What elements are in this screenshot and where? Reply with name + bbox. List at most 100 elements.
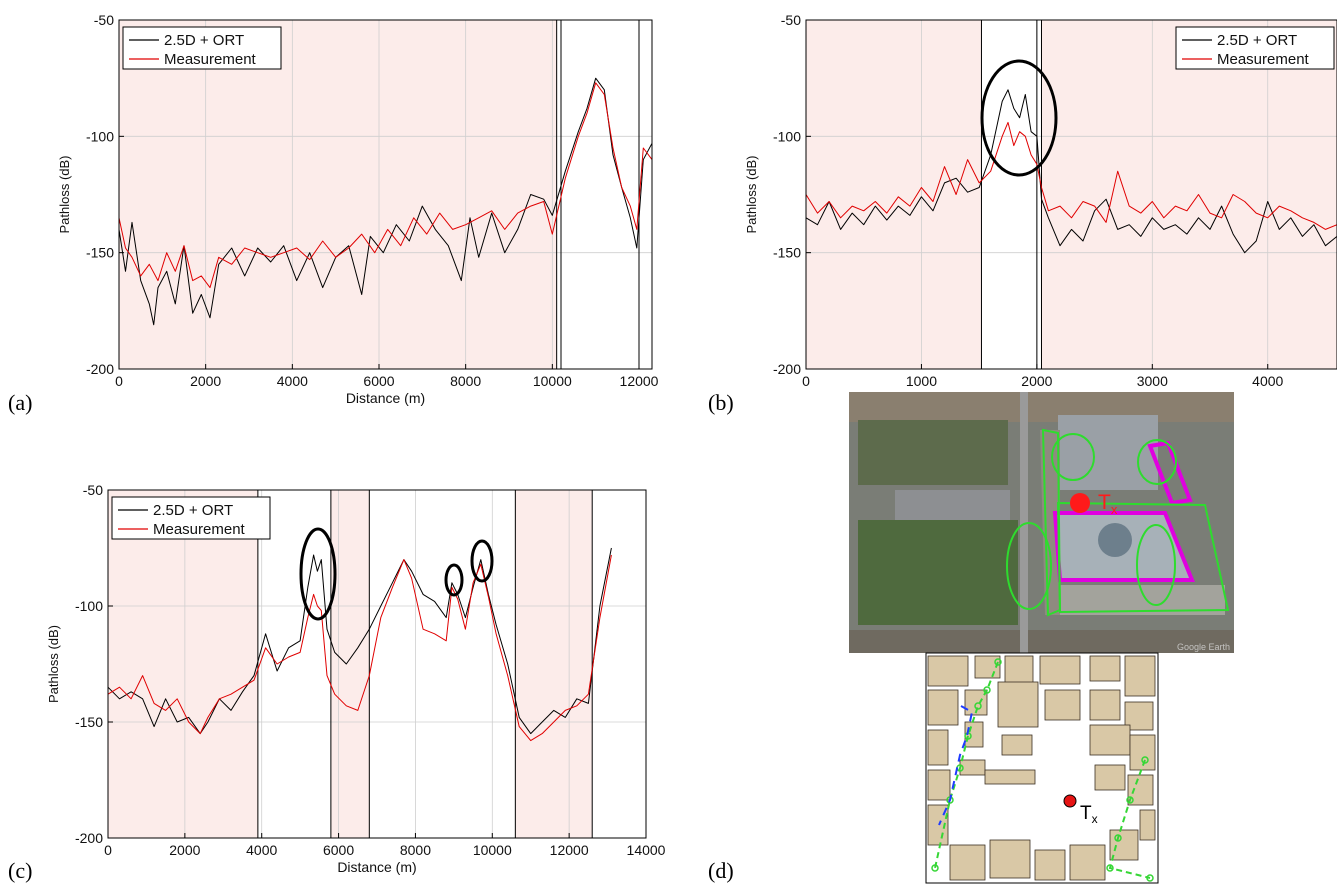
x-axis-label: Distance (m) (337, 859, 416, 875)
y-tick-label: -200 (86, 361, 114, 377)
green-ellipse (1006, 522, 1052, 610)
x-tick-label: 3000 (1137, 373, 1168, 389)
legend-entry: Measurement (164, 51, 257, 68)
y-tick-label: -200 (75, 830, 103, 846)
annotation-ellipse (299, 527, 337, 621)
y-axis-label: Pathloss (dB) (46, 625, 61, 703)
building (1001, 734, 1033, 756)
shaded-region (108, 490, 258, 838)
y-tick-label: -200 (773, 361, 801, 377)
x-tick-label: 0 (115, 373, 123, 389)
building (949, 844, 986, 881)
green-outline-plaza (1056, 501, 1230, 614)
y-tick-label: -100 (86, 128, 114, 144)
building (1069, 844, 1106, 881)
park-south (858, 520, 1018, 625)
series-line-sim (118, 77, 653, 326)
route-point (994, 658, 1002, 666)
building (964, 689, 988, 716)
shaded-region (515, 490, 593, 838)
shaded-region (119, 20, 557, 369)
legend-entry: Measurement (1217, 51, 1310, 68)
building (1034, 849, 1066, 881)
annotation-ellipse (980, 59, 1058, 177)
chart-3: 0 2000 4000 6000 8000 10000 12000 14000 -50 -100 -… (46, 482, 666, 875)
y-tick-label: -50 (781, 12, 801, 28)
shaded-region (806, 20, 982, 369)
building (927, 689, 959, 726)
route-point (1106, 864, 1114, 872)
annotation-ellipse (444, 563, 464, 597)
building (1089, 655, 1121, 682)
tx-subscript: x (1111, 502, 1118, 517)
x-tick-label: 4000 (246, 842, 277, 858)
park-north (858, 420, 1008, 485)
city-blocks-bottom (849, 630, 1234, 653)
building (1039, 655, 1081, 685)
legend-entry: 2.5D + ORT (1217, 32, 1297, 49)
green-ellipse (1136, 524, 1176, 606)
series-line-sim (107, 547, 612, 735)
blue-route (938, 705, 974, 826)
building (997, 681, 1039, 728)
route-point (1114, 834, 1122, 842)
chart-2: 01000200030004000-50-100-150-200Distance… (744, 12, 1337, 406)
route-point (983, 686, 991, 694)
building (1109, 829, 1139, 861)
green-ellipse (1137, 439, 1177, 485)
building (1127, 774, 1154, 806)
tx-marker-map (1063, 794, 1077, 808)
green-route-right (1108, 759, 1151, 879)
legend-entry: 2.5D + ORT (164, 32, 244, 49)
y-tick-label: -100 (75, 598, 103, 614)
magenta-outline-top (1147, 440, 1193, 506)
building (1089, 724, 1131, 756)
x-tick-label: 14000 (627, 842, 666, 858)
route-point (974, 702, 982, 710)
tx-marker (1070, 493, 1090, 513)
x-tick-label: 8000 (400, 842, 431, 858)
legend-box (122, 26, 282, 70)
chart-1: 0 2000 4000 6000 8000 10000 12000 -50 -100 -150 -2… (57, 12, 659, 406)
route-point (931, 864, 939, 872)
series-line-sim (805, 89, 1337, 254)
panel-label: (b) (708, 390, 734, 415)
x-tick-label: 10000 (473, 842, 512, 858)
x-tick-label: 6000 (363, 373, 394, 389)
y-axis-label: Pathloss (dB) (57, 155, 72, 233)
route-point (1126, 796, 1134, 804)
shaded-region (330, 490, 370, 838)
x-tick-label: 1000 (906, 373, 937, 389)
x-tick-label: 2000 (169, 842, 200, 858)
y-tick-label: -150 (75, 714, 103, 730)
legend-box (1175, 26, 1335, 70)
building (989, 839, 1031, 879)
building (1129, 734, 1156, 771)
green-route-left (934, 661, 999, 869)
building (1094, 764, 1126, 791)
city-blocks-top (849, 392, 1234, 422)
panel-label: (c) (8, 858, 32, 883)
x-tick-label: 2000 (1021, 373, 1052, 389)
building (959, 759, 986, 776)
series-line-measurement (107, 554, 612, 742)
route-point (1141, 756, 1149, 764)
series-line-measurement (118, 82, 653, 289)
y-axis-label: Pathloss (dB) (744, 155, 759, 233)
panel-label: (d) (708, 858, 734, 883)
building (927, 729, 949, 766)
y-tick-label: -50 (83, 482, 103, 498)
axes-frame (805, 19, 1337, 370)
legend: 2.5D + ORT Measurement (122, 26, 282, 70)
x-axis-label: Distance (m) (346, 390, 425, 406)
y-tick-label: -100 (773, 128, 801, 144)
legend: 2.5D + ORT Measurement (111, 496, 271, 540)
x-tick-label: 0 (802, 373, 810, 389)
building (1124, 655, 1156, 697)
y-tick-label: -150 (86, 245, 114, 261)
x-tick-label: 10000 (533, 373, 572, 389)
legend-entry: Measurement (153, 521, 246, 538)
x-tick-label: 6000 (323, 842, 354, 858)
y-tick-label: -50 (94, 12, 114, 28)
